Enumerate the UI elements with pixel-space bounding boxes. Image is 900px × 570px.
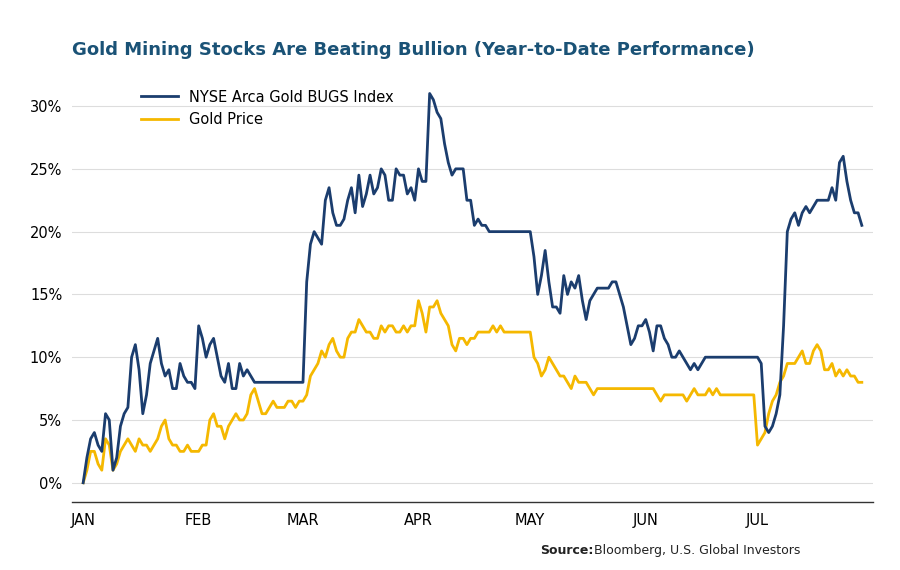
Line: NYSE Arca Gold BUGS Index: NYSE Arca Gold BUGS Index bbox=[83, 93, 862, 483]
Text: Bloomberg, U.S. Global Investors: Bloomberg, U.S. Global Investors bbox=[590, 544, 800, 557]
NYSE Arca Gold BUGS Index bbox=[86, 435, 96, 442]
NYSE Arca Gold BUGS Index bbox=[778, 323, 789, 329]
Text: Source:: Source: bbox=[540, 544, 593, 557]
NYSE Arca Gold BUGS Index bbox=[734, 354, 744, 361]
NYSE Arca Gold BUGS Index bbox=[424, 90, 435, 97]
Gold Price bbox=[857, 379, 868, 386]
Text: Gold Mining Stocks Are Beating Bullion (Year-to-Date Performance): Gold Mining Stocks Are Beating Bullion (… bbox=[72, 40, 754, 59]
Gold Price bbox=[469, 335, 480, 342]
Gold Price bbox=[413, 298, 424, 304]
Gold Price bbox=[778, 373, 789, 380]
Gold Price bbox=[450, 348, 461, 355]
NYSE Arca Gold BUGS Index bbox=[242, 367, 253, 373]
Gold Price bbox=[77, 479, 88, 486]
NYSE Arca Gold BUGS Index bbox=[77, 479, 88, 486]
Gold Price bbox=[242, 410, 253, 417]
NYSE Arca Gold BUGS Index bbox=[450, 165, 461, 172]
NYSE Arca Gold BUGS Index bbox=[857, 222, 868, 229]
Gold Price bbox=[86, 448, 96, 455]
Line: Gold Price: Gold Price bbox=[83, 301, 862, 483]
Gold Price bbox=[734, 392, 744, 398]
NYSE Arca Gold BUGS Index bbox=[469, 222, 480, 229]
Legend: NYSE Arca Gold BUGS Index, Gold Price: NYSE Arca Gold BUGS Index, Gold Price bbox=[135, 84, 400, 133]
